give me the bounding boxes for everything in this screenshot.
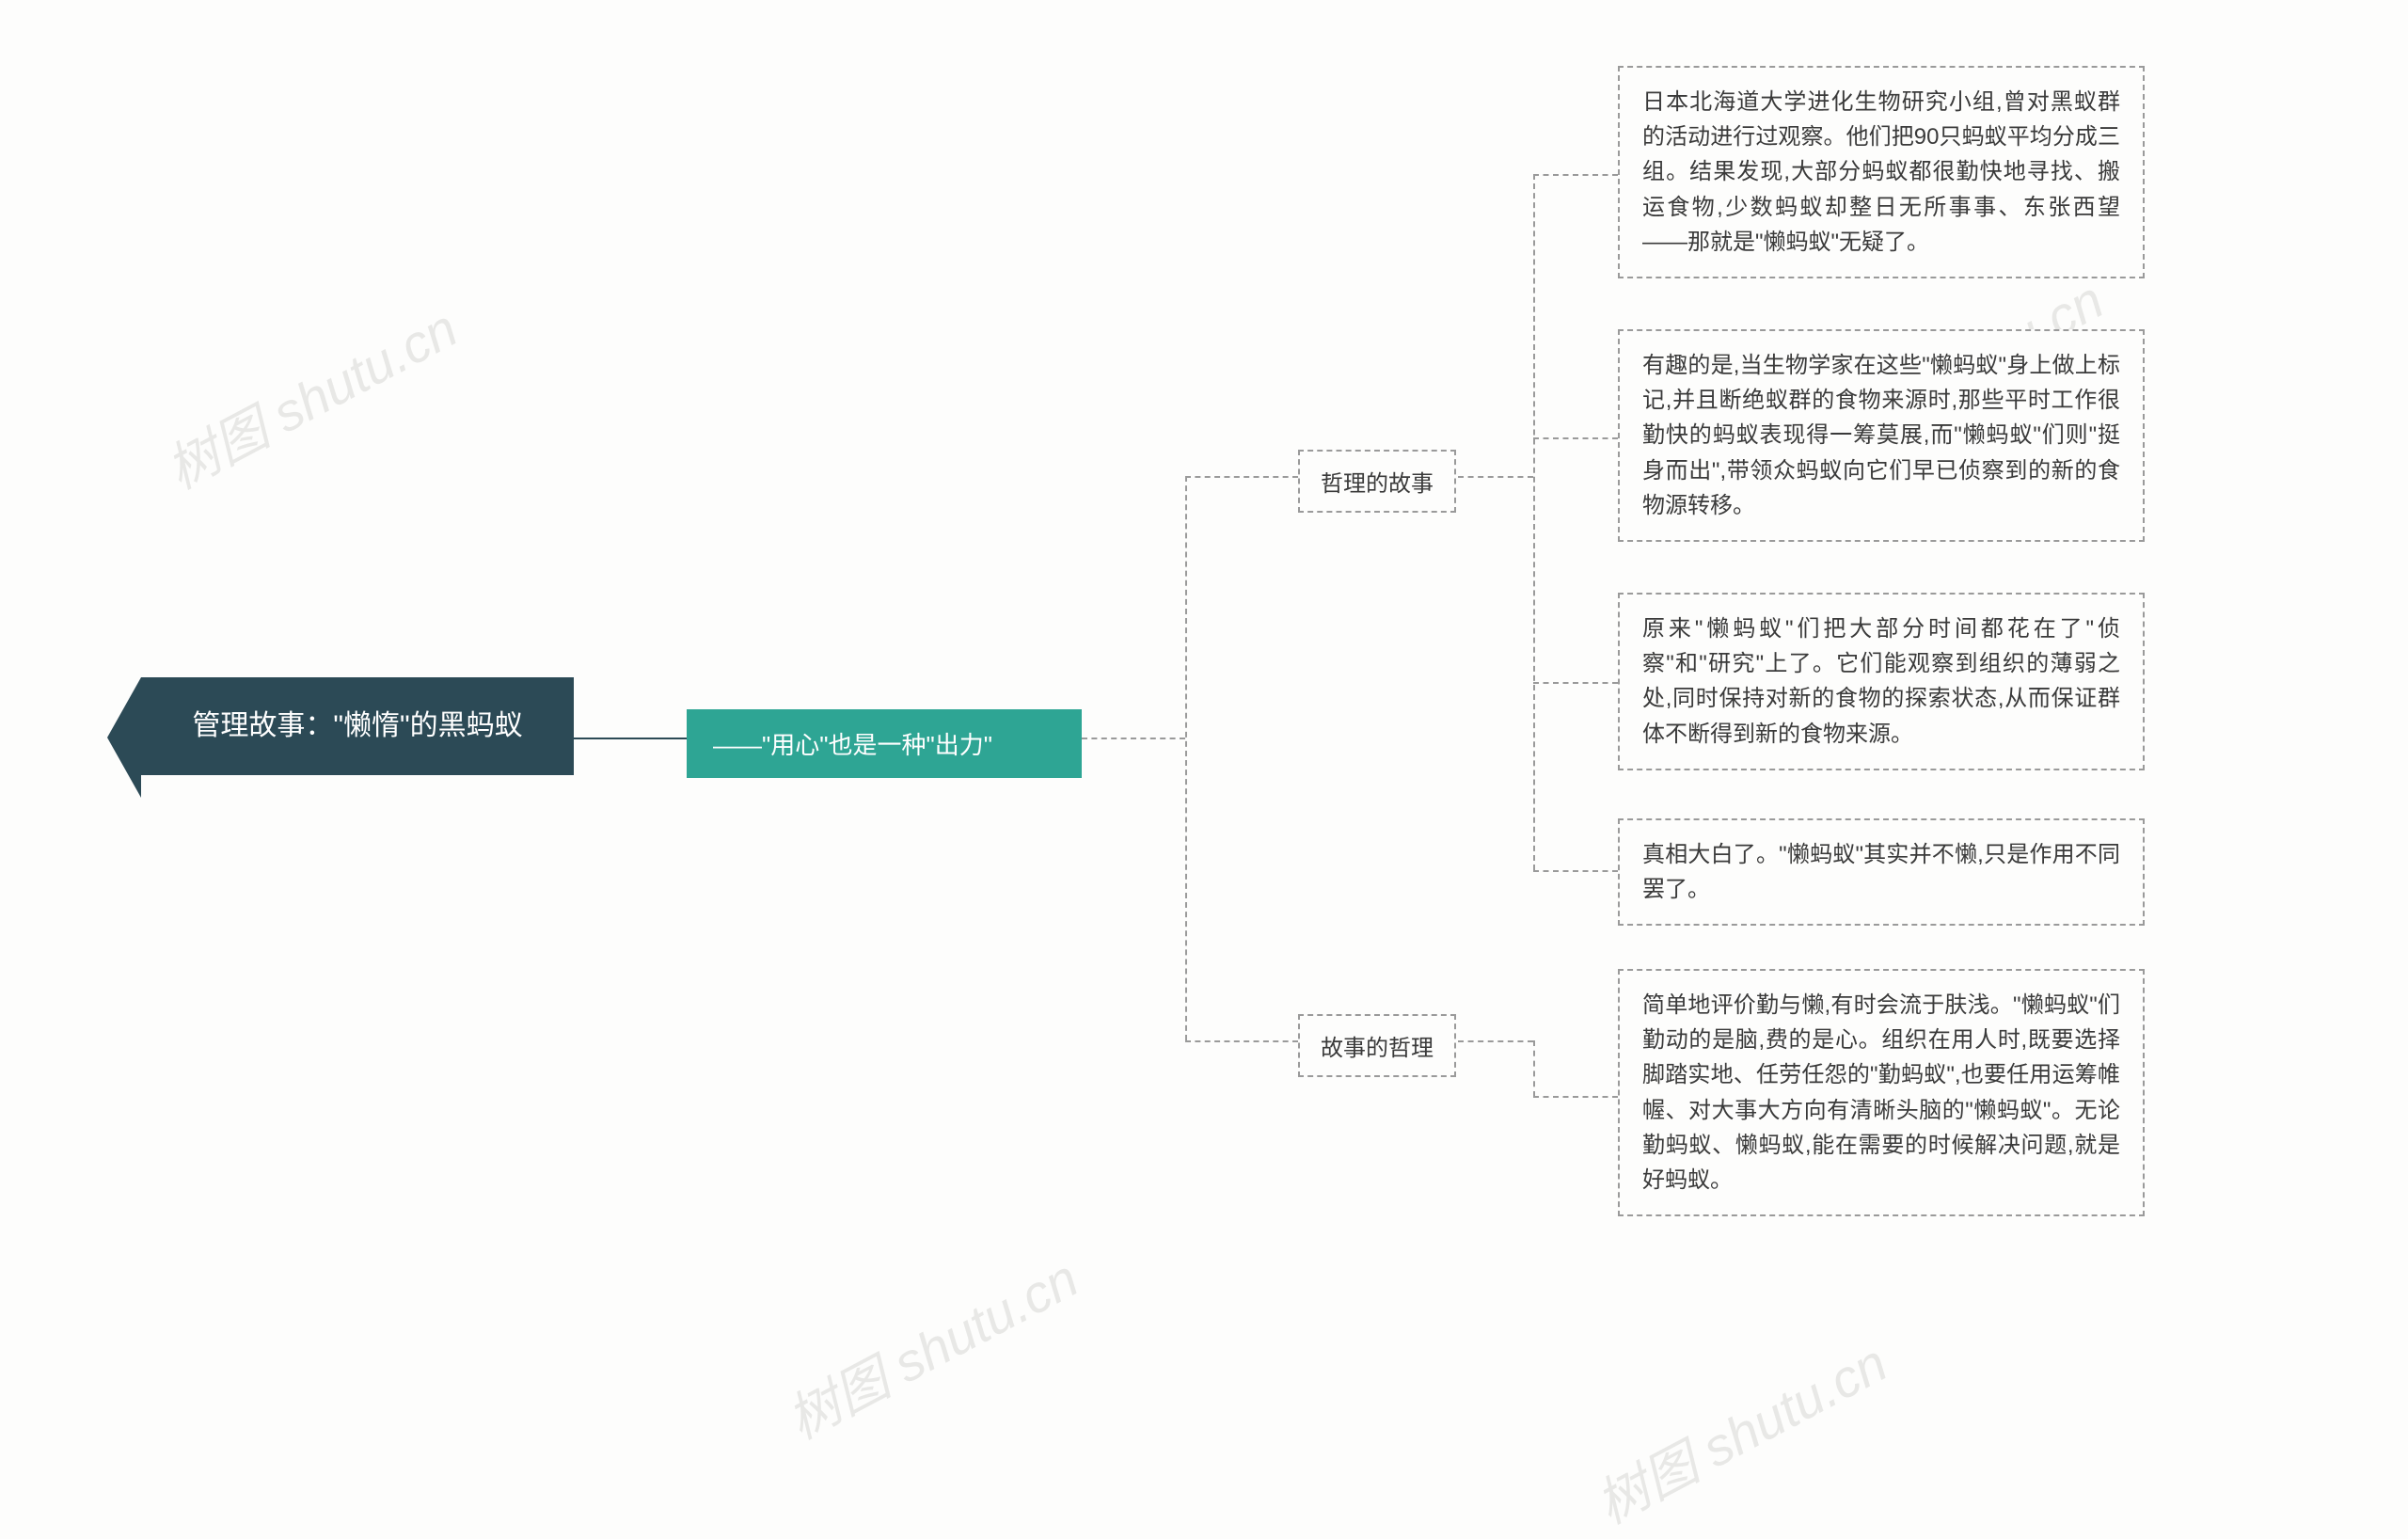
subtitle-text: ——"用心"也是一种"出力": [713, 731, 992, 759]
leaf-node: 原来"懒蚂蚁"们把大部分时间都花在了"侦察"和"研究"上了。它们能观察到组织的薄…: [1618, 593, 2145, 770]
watermark: 树图 shutu.cn: [772, 1237, 1090, 1454]
branch-moral: 故事的哲理: [1298, 1014, 1456, 1077]
leaf-node: 简单地评价勤与懒,有时会流于肤浅。"懒蚂蚁"们勤动的是脑,费的是心。组织在用人时…: [1618, 969, 2145, 1216]
leaf-text: 原来"懒蚂蚁"们把大部分时间都花在了"侦察"和"研究"上了。它们能观察到组织的薄…: [1642, 616, 2120, 747]
subtitle-node: ——"用心"也是一种"出力": [687, 709, 1082, 778]
connector: [1185, 1040, 1298, 1042]
connector: [1533, 437, 1618, 439]
leaf-node: 真相大白了。"懒蚂蚁"其实并不懒,只是作用不同罢了。: [1618, 818, 2145, 926]
root-node: 管理故事："懒惰"的黑蚂蚁: [141, 677, 574, 775]
watermark: 树图 shutu.cn: [151, 287, 469, 504]
connector: [1533, 1040, 1535, 1097]
connector: [1082, 738, 1185, 739]
connector: [1458, 476, 1533, 478]
watermark: 树图 shutu.cn: [1581, 1322, 1899, 1539]
branch-story: 哲理的故事: [1298, 450, 1456, 513]
branch-story-text: 哲理的故事: [1321, 471, 1434, 497]
leaf-node: 日本北海道大学进化生物研究小组,曾对黑蚁群的活动进行过观察。他们把90只蚂蚁平均…: [1618, 66, 2145, 278]
connector: [1185, 476, 1187, 1040]
connector: [1533, 1096, 1618, 1098]
leaf-text: 有趣的是,当生物学家在这些"懒蚂蚁"身上做上标记,并且断绝蚁群的食物来源时,那些…: [1642, 353, 2120, 518]
connector: [1533, 682, 1618, 684]
connector: [1533, 174, 1535, 870]
branch-moral-text: 故事的哲理: [1321, 1036, 1434, 1061]
leaf-text: 简单地评价勤与懒,有时会流于肤浅。"懒蚂蚁"们勤动的是脑,费的是心。组织在用人时…: [1642, 992, 2120, 1193]
leaf-text: 真相大白了。"懒蚂蚁"其实并不懒,只是作用不同罢了。: [1642, 842, 2120, 902]
connector: [574, 738, 687, 739]
leaf-node: 有趣的是,当生物学家在这些"懒蚂蚁"身上做上标记,并且断绝蚁群的食物来源时,那些…: [1618, 329, 2145, 542]
connector: [1533, 174, 1618, 176]
connector: [1533, 870, 1618, 872]
leaf-text: 日本北海道大学进化生物研究小组,曾对黑蚁群的活动进行过观察。他们把90只蚂蚁平均…: [1642, 89, 2120, 255]
connector: [1458, 1040, 1533, 1042]
connector: [1185, 476, 1298, 478]
root-text: 管理故事："懒惰"的黑蚂蚁: [192, 710, 522, 741]
